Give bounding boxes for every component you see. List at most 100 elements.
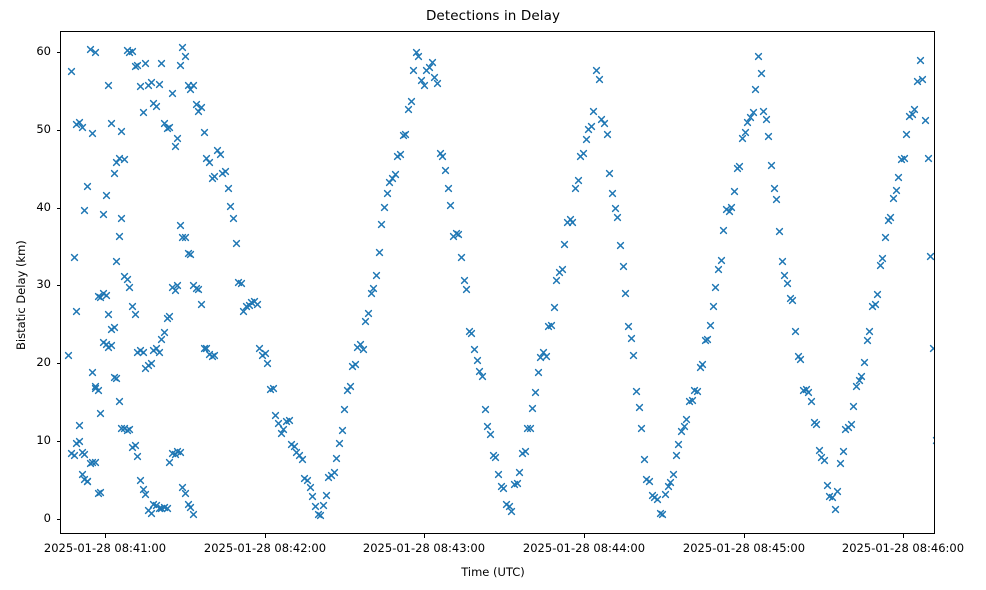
y-axis-tick-label: 20 — [36, 355, 51, 369]
scatter-point — [300, 474, 309, 483]
scatter-point — [855, 376, 864, 385]
scatter-point — [616, 241, 625, 250]
scatter-point — [536, 353, 545, 362]
scatter-point — [64, 351, 73, 360]
scatter-point — [367, 289, 376, 298]
scatter-points-layer — [61, 32, 934, 533]
scatter-point — [693, 387, 702, 396]
scatter-point — [847, 420, 856, 429]
scatter-point — [144, 81, 153, 90]
scatter-point — [131, 310, 140, 319]
scatter-point — [75, 437, 84, 446]
scatter-point — [171, 286, 180, 295]
scatter-point — [871, 300, 880, 309]
scatter-point — [131, 441, 140, 450]
scatter-point — [876, 261, 885, 270]
scatter-point — [186, 250, 195, 259]
scatter-point — [648, 491, 657, 500]
scatter-point — [83, 477, 92, 486]
scatter-point — [340, 405, 349, 414]
scatter-point — [932, 436, 934, 445]
scatter-point — [810, 418, 819, 427]
scatter-point — [226, 202, 235, 211]
scatter-point — [72, 439, 81, 448]
plot-axes — [60, 31, 935, 534]
scatter-point — [849, 402, 858, 411]
scatter-point — [80, 475, 89, 484]
scatter-point — [104, 343, 113, 352]
scatter-point — [75, 118, 84, 127]
scatter-point — [171, 450, 180, 459]
scatter-point — [836, 459, 845, 468]
scatter-point — [125, 283, 134, 292]
scatter-point — [526, 424, 535, 433]
scatter-point — [804, 388, 813, 397]
scatter-point — [621, 289, 630, 298]
scatter-point — [669, 470, 678, 479]
scatter-point — [245, 301, 254, 310]
scatter-point — [205, 350, 214, 359]
scatter-point — [910, 105, 919, 114]
chart-title: Detections in Delay — [425, 8, 561, 24]
scatter-point — [94, 386, 103, 395]
x-axis-tick-mark — [903, 534, 904, 538]
scatter-point — [91, 48, 100, 57]
scatter-point — [123, 275, 132, 284]
scatter-point — [99, 289, 108, 298]
scatter-point — [234, 278, 243, 287]
scatter-point — [102, 191, 111, 200]
scatter-point — [902, 130, 911, 139]
scatter-point — [417, 76, 426, 85]
scatter-point — [282, 417, 291, 426]
x-axis-tick-label: 2025-01-28 08:42:00 — [203, 541, 327, 555]
scatter-point — [497, 482, 506, 491]
scatter-point — [176, 448, 185, 457]
scatter-point — [465, 327, 474, 336]
scatter-point — [117, 424, 126, 433]
scatter-point — [812, 420, 821, 429]
scatter-point — [430, 73, 439, 82]
scatter-point — [178, 43, 187, 52]
scatter-point — [75, 421, 84, 430]
scatter-point — [247, 298, 256, 307]
scatter-point — [831, 505, 840, 514]
scatter-point — [369, 284, 378, 293]
scatter-point — [799, 386, 808, 395]
scatter-point — [401, 130, 410, 139]
scatter-point — [266, 385, 275, 394]
scatter-point — [112, 257, 121, 266]
scatter-point — [505, 502, 514, 511]
scatter-point — [754, 52, 763, 61]
scatter-point — [878, 254, 887, 263]
scatter-point — [80, 450, 89, 459]
scatter-point — [253, 300, 262, 309]
scatter-point — [277, 429, 286, 438]
scatter-point — [433, 79, 442, 88]
x-axis-tick-mark — [744, 534, 745, 538]
scatter-point — [820, 456, 829, 465]
scatter-point — [239, 307, 248, 316]
scatter-point — [173, 281, 182, 290]
scatter-point — [568, 218, 577, 227]
scatter-point — [99, 210, 108, 219]
scatter-point — [184, 81, 193, 90]
scatter-point — [128, 47, 137, 56]
scatter-point — [727, 203, 736, 212]
scatter-point — [258, 351, 267, 360]
scatter-point — [863, 336, 872, 345]
y-axis-label: Bistatic Delay (km) — [14, 240, 28, 350]
scatter-point — [587, 122, 596, 131]
scatter-point — [521, 447, 530, 456]
scatter-point — [332, 454, 341, 463]
scatter-point — [133, 452, 142, 461]
scatter-point — [635, 403, 644, 412]
scatter-point — [499, 484, 508, 493]
scatter-point — [128, 443, 137, 452]
scatter-point — [589, 107, 598, 116]
scatter-point — [168, 283, 177, 292]
scatter-point — [733, 164, 742, 173]
scatter-point — [650, 493, 659, 502]
scatter-point — [152, 501, 161, 510]
scatter-point — [144, 506, 153, 515]
scatter-point — [749, 108, 758, 117]
